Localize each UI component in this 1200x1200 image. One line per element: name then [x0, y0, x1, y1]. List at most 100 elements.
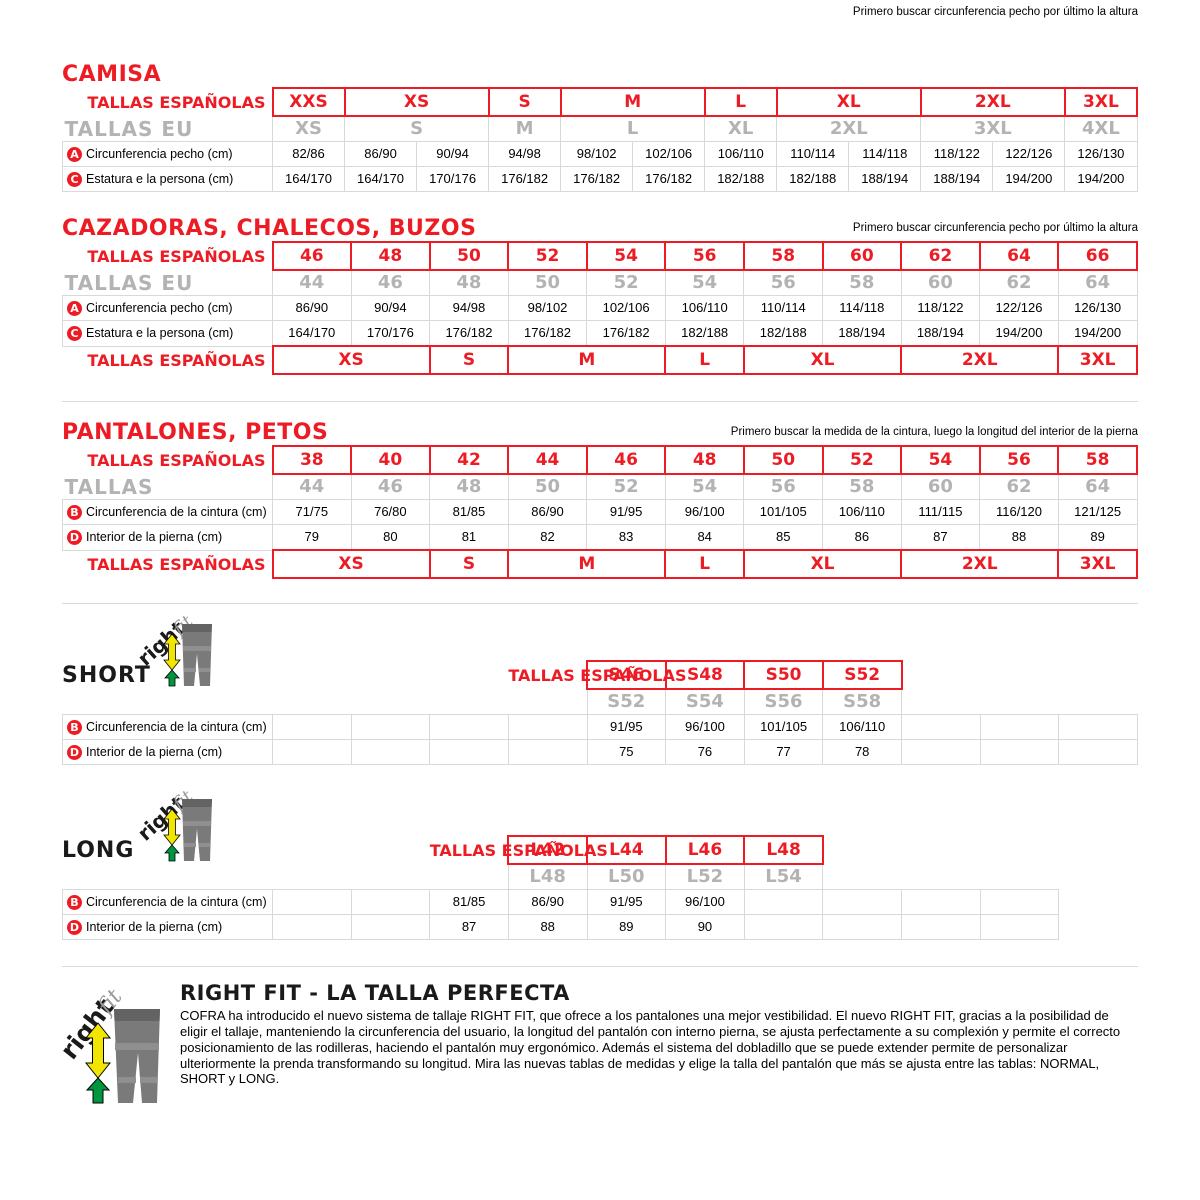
size-cell-eu: S56	[743, 688, 824, 715]
data-cell: 86/90	[507, 889, 588, 915]
empty-cell	[901, 714, 981, 740]
size-cell-es[interactable]: S52	[821, 660, 903, 690]
size-cell-es[interactable]: XS	[343, 87, 490, 117]
size-cell-es[interactable]: 62	[900, 241, 981, 271]
divider	[62, 603, 1138, 604]
size-cell-es[interactable]: 60	[821, 241, 903, 271]
row-tallas-eu: TALLAS EU 44 46 48 50 52 54 56 58 60 62 …	[63, 269, 1138, 296]
size-cell-es[interactable]: 3XL	[1063, 87, 1139, 117]
size-cell-es[interactable]: 48	[664, 445, 745, 475]
section-camisa: CAMISA Primero buscar circunferencia pec…	[62, 0, 1139, 192]
size-cell-es[interactable]: S46	[586, 660, 667, 690]
table-short: TALLAS ESPAÑOLAS S46 S48 S50 S52 S52 S54…	[62, 660, 1138, 765]
size-cell-eu: 52	[586, 473, 666, 500]
size-cell-es[interactable]: 2XL	[919, 87, 1066, 117]
data-cell: 194/200	[992, 166, 1066, 192]
size-cell-es[interactable]: 50	[428, 241, 510, 271]
empty-cell	[1058, 714, 1138, 740]
size-cell-es[interactable]: L48	[743, 835, 824, 865]
data-cell: 111/115	[900, 499, 981, 525]
size-cell-es[interactable]: 48	[350, 241, 431, 271]
section-cazadoras: CAZADORAS, CHALECOS, BUZOS Primero busca…	[62, 192, 1138, 375]
size-cell-es[interactable]: 44	[507, 445, 588, 475]
data-cell: 90/94	[416, 141, 490, 167]
size-cell-es[interactable]: XL	[775, 87, 922, 117]
empty-cell	[350, 714, 431, 740]
size-cell-es[interactable]: 52	[821, 445, 903, 475]
rowlabel-tallas-espanolas: TALLAS ESPAÑOLAS	[508, 665, 687, 685]
size-cell-es-letter[interactable]: XS	[271, 345, 431, 375]
size-cell-es[interactable]: 50	[742, 445, 824, 475]
empty-cell	[979, 889, 1060, 915]
size-cell-es[interactable]: 56	[664, 241, 745, 271]
size-cell-eu: 48	[429, 473, 509, 500]
size-cell-es[interactable]: L42	[507, 835, 588, 865]
data-cell: 176/182	[429, 320, 509, 347]
size-cell-es-letter[interactable]: M	[507, 549, 667, 579]
data-cell: 80	[350, 524, 431, 551]
empty-cell	[979, 739, 1060, 765]
data-cell: 116/120	[979, 499, 1059, 525]
data-cell: 90/94	[350, 295, 431, 321]
size-cell-es[interactable]: 52	[507, 241, 588, 271]
size-cell-eu: XS	[271, 115, 346, 142]
size-cell-es[interactable]: S48	[664, 660, 746, 690]
size-cell-es[interactable]: 46	[585, 445, 667, 475]
adjust-arrow-icon	[163, 633, 181, 687]
data-cell: 86/90	[507, 499, 588, 525]
row-tallas-eu: TALLAS EU XS S M L XL 2XL 3XL 4XL	[63, 115, 1138, 142]
size-cell-es-letter[interactable]: 3XL	[1057, 549, 1138, 579]
rowlabel-tallas-eu: TALLAS EU	[64, 116, 194, 141]
data-cell: 106/110	[664, 295, 745, 321]
size-cell-es[interactable]: S	[487, 87, 562, 117]
size-cell-es[interactable]: 42	[428, 445, 510, 475]
size-cell-es[interactable]: 56	[978, 445, 1060, 475]
size-cell-es-letter[interactable]: 3XL	[1057, 345, 1138, 375]
size-cell-es-letter[interactable]: S	[428, 549, 510, 579]
size-cell-es[interactable]: L	[703, 87, 778, 117]
size-cell-es-letter[interactable]: XL	[742, 345, 903, 375]
data-cell: 102/106	[632, 141, 706, 167]
size-cell-es-letter[interactable]: XS	[271, 549, 431, 579]
size-cell-es[interactable]: M	[559, 87, 706, 117]
size-cell-es[interactable]: 58	[742, 241, 824, 271]
size-cell-eu: 44	[272, 269, 352, 296]
row-waist: B Circunferencia de la cintura (cm) 71/75…	[62, 499, 1138, 525]
size-cell-es[interactable]: 54	[585, 241, 667, 271]
size-cell-es-letter[interactable]: L	[664, 345, 745, 375]
data-cell: 77	[743, 739, 824, 765]
size-cell-es[interactable]: 40	[350, 445, 431, 475]
data-cell: 110/114	[743, 295, 824, 321]
size-cell-es[interactable]: S50	[743, 660, 824, 690]
size-cell-es-letter[interactable]: L	[664, 549, 745, 579]
size-cell-es-letter[interactable]: S	[428, 345, 510, 375]
size-cell-es[interactable]: 58	[1057, 445, 1138, 475]
rowlabel-tallas-espanolas: TALLAS ESPAÑOLAS	[87, 246, 266, 266]
size-cell-es[interactable]: 64	[978, 241, 1060, 271]
size-cell-es[interactable]: 54	[900, 445, 981, 475]
data-cell: 176/182	[488, 166, 562, 192]
size-cell-es[interactable]: 46	[271, 241, 353, 271]
empty-cell	[901, 914, 981, 940]
data-cell: 114/118	[822, 295, 902, 321]
empty-cell	[901, 739, 981, 765]
badge-a-icon: A	[67, 301, 82, 317]
data-cell: 164/170	[344, 166, 418, 192]
size-cell-es[interactable]: L44	[586, 835, 667, 865]
size-cell-es[interactable]: 66	[1057, 241, 1138, 271]
size-cell-es-letter[interactable]: M	[507, 345, 667, 375]
data-cell: 89	[1057, 524, 1138, 551]
size-cell-es-letter[interactable]: XL	[742, 549, 903, 579]
size-cell-es-letter[interactable]: 2XL	[900, 345, 1060, 375]
size-cell-es[interactable]: 38	[271, 445, 353, 475]
size-cell-es[interactable]: XXS	[271, 87, 346, 117]
size-cell-es-letter[interactable]: 2XL	[900, 549, 1060, 579]
section-title-camisa: CAMISA	[62, 62, 162, 87]
size-cell-eu: 54	[664, 473, 745, 500]
fit-name-short: SHORT	[62, 663, 151, 688]
adjust-arrow-icon	[163, 808, 181, 862]
size-cell-es[interactable]: L46	[664, 835, 746, 865]
empty-cell	[901, 889, 981, 915]
size-cell-eu: 60	[900, 473, 981, 500]
